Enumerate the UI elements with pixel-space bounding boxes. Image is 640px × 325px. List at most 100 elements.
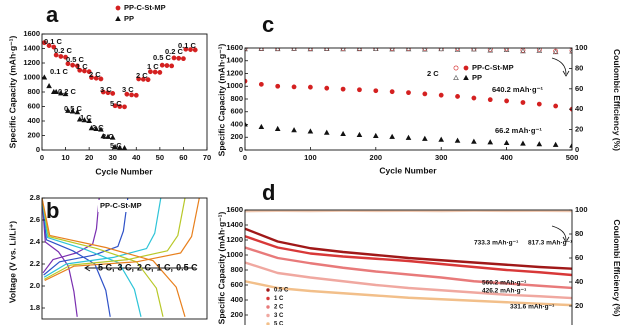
x-tick-label: 30 bbox=[109, 153, 117, 162]
data-point bbox=[140, 76, 146, 82]
plot-frame bbox=[41, 197, 208, 320]
data-point bbox=[63, 54, 68, 60]
data-point bbox=[487, 139, 494, 145]
legend-marker bbox=[463, 65, 469, 71]
plot-area bbox=[245, 48, 572, 148]
annotation: 5 C bbox=[110, 141, 122, 150]
data-point bbox=[422, 91, 428, 97]
data-point bbox=[291, 48, 297, 51]
annotation: 1 C bbox=[147, 62, 159, 71]
data-point bbox=[93, 125, 100, 131]
data-point bbox=[105, 90, 111, 96]
y2-tick-label: 20 bbox=[575, 125, 583, 134]
data-point bbox=[422, 135, 428, 141]
x-axis-label: Cycle Number bbox=[379, 165, 437, 175]
plot-area bbox=[42, 198, 200, 317]
legend-label: 5 C bbox=[274, 322, 284, 325]
legend-label: PP-C-St-MP bbox=[124, 3, 166, 12]
data-point bbox=[100, 133, 107, 139]
data-point bbox=[112, 103, 118, 109]
annotation: 2 C bbox=[92, 123, 104, 132]
annotation: 66.2 mAh·g⁻¹ bbox=[495, 126, 542, 135]
data-point bbox=[438, 136, 445, 142]
y-axis-label: Voltage (V vs. Li/Li⁺) bbox=[7, 221, 17, 303]
y-tick-label: 1200 bbox=[23, 58, 40, 67]
annotation: 640.2 mAh·g⁻¹ bbox=[492, 85, 544, 94]
data-point bbox=[569, 48, 572, 53]
y-tick-label: 2.2 bbox=[30, 259, 40, 268]
data-point bbox=[487, 48, 494, 53]
data-point bbox=[109, 134, 116, 140]
data-point bbox=[88, 125, 95, 131]
data-line bbox=[245, 280, 572, 307]
x-tick-label: 10 bbox=[61, 153, 69, 162]
x-tick-label: 40 bbox=[132, 153, 140, 162]
data-point bbox=[74, 109, 81, 115]
y-tick-label: 0 bbox=[239, 145, 243, 154]
x-tick-label: 400 bbox=[500, 153, 513, 162]
data-point bbox=[504, 48, 509, 52]
annotation: 0.2 C bbox=[54, 46, 73, 55]
legend-marker bbox=[115, 5, 121, 11]
data-point bbox=[53, 88, 59, 94]
y2-tick-label: 40 bbox=[575, 277, 583, 286]
y-axis-label: Specific Capacity (mAh·g⁻¹) bbox=[216, 212, 226, 325]
x-tick-label: 500 bbox=[566, 153, 579, 162]
data-point bbox=[504, 98, 509, 104]
data-point bbox=[307, 84, 313, 90]
data-point bbox=[552, 141, 559, 147]
annotation: 0.1 C bbox=[50, 67, 69, 76]
data-point bbox=[291, 84, 297, 90]
data-point bbox=[520, 48, 526, 54]
legend-label: PP-C-St-MP bbox=[472, 63, 514, 72]
y2-tick-label: 100 bbox=[575, 43, 588, 52]
data-point bbox=[536, 101, 542, 107]
annotation: 0.5 C bbox=[66, 55, 85, 64]
data-point bbox=[454, 48, 461, 52]
data-point bbox=[145, 77, 151, 83]
legend-marker bbox=[453, 65, 459, 71]
data-point bbox=[389, 48, 395, 51]
data-point bbox=[152, 69, 158, 75]
y-tick-label: 400 bbox=[230, 119, 243, 128]
annotation: 2 C bbox=[89, 70, 101, 79]
annotation: 0.5 C bbox=[64, 104, 83, 113]
data-point bbox=[389, 133, 395, 139]
data-point bbox=[373, 88, 379, 94]
data-point bbox=[77, 67, 83, 73]
data-point bbox=[471, 138, 477, 144]
annotation: 3 C bbox=[102, 132, 114, 141]
data-point bbox=[258, 48, 265, 52]
data-point bbox=[291, 127, 297, 133]
data-point bbox=[58, 54, 64, 59]
y2-tick-label: 20 bbox=[575, 301, 583, 310]
data-point bbox=[372, 48, 379, 52]
legend-marker bbox=[266, 322, 270, 325]
x-tick-label: 200 bbox=[370, 153, 383, 162]
legend-label: 2 C bbox=[274, 305, 284, 311]
data-point bbox=[520, 140, 526, 146]
arrow-head bbox=[562, 70, 570, 77]
data-point bbox=[122, 104, 127, 110]
data-point bbox=[454, 137, 461, 143]
y-tick-label: 1600 bbox=[226, 43, 243, 52]
legend-marker bbox=[266, 305, 270, 309]
legend-label: PP bbox=[472, 73, 482, 82]
y2-tick-label: 60 bbox=[575, 84, 583, 93]
data-line bbox=[42, 198, 186, 317]
data-point bbox=[357, 87, 362, 93]
legend-label: 3 C, bbox=[118, 262, 135, 272]
data-point bbox=[245, 48, 248, 51]
data-point bbox=[274, 48, 281, 52]
y-tick-label: 200 bbox=[230, 310, 243, 319]
data-point bbox=[98, 76, 104, 82]
data-point bbox=[51, 44, 57, 50]
y2-tick-label: 0 bbox=[575, 145, 579, 154]
data-point bbox=[536, 48, 542, 53]
data-point bbox=[89, 75, 94, 80]
legend-marker bbox=[266, 296, 270, 301]
data-point bbox=[552, 49, 559, 55]
annotation: 817.3 mAh·g⁻¹ bbox=[528, 240, 572, 247]
legend-label: 1 C, bbox=[157, 262, 174, 272]
data-line bbox=[42, 198, 129, 317]
